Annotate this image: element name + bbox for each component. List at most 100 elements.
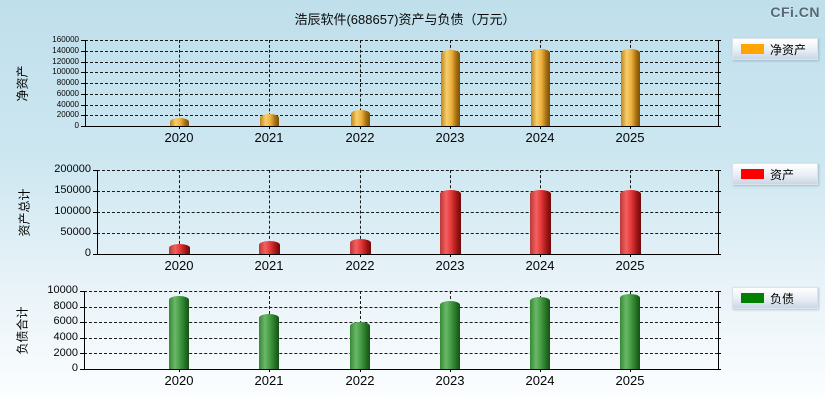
x-axis-line [85,126,719,127]
bar-2024 [529,189,551,254]
x-axis-line [84,369,719,370]
gridline-h [84,306,718,308]
x-axis-tick [179,126,180,129]
x-tick-label-2024: 2024 [525,130,555,145]
y-tick-label: 6000 [53,315,78,328]
bar-2023 [440,301,460,369]
x-tick-label-2025: 2025 [615,258,645,273]
y-axis-tick [81,126,85,127]
total-assets-chart: 0 50000 100000 150000 200000 2020 2021 2022 2023… [54,163,721,273]
x-tick-label-2023: 2023 [435,373,465,388]
gridline-h [84,353,718,355]
y-axis-tick-right [718,61,721,63]
gridline-v [179,40,180,126]
y-tick-label: 100000 [54,205,91,218]
x-axis-tick [360,254,361,257]
y-axis-tick-right [718,170,721,171]
gridline-h [84,322,718,324]
y-axis-tick [81,104,85,106]
gridline-h [97,191,718,192]
y-tick-label: 100000 [52,67,79,77]
y-axis-line-left [85,40,86,126]
x-tick-label-2021: 2021 [254,130,284,145]
bar-2022 [350,322,370,369]
x-tick-label-2022: 2022 [345,258,375,273]
bar-2021 [258,240,280,254]
x-axis-tick [179,369,180,372]
x-axis-tick [630,369,631,372]
y-axis-tick-right [718,353,721,355]
x-axis-tick [360,369,361,372]
y-axis-tick [93,170,97,171]
y-axis-tick-right [718,72,721,74]
gridline-v [360,40,361,126]
gridline-h [84,291,718,292]
y-axis-tick-right [718,104,721,106]
bar-2022 [349,239,371,254]
x-axis-tick [540,254,541,257]
x-tick-label-2022: 2022 [345,130,375,145]
bar-2020 [169,117,189,126]
net-assets-chart: 0 20000 40000 60000 80000 100000 120000 140000 1… [52,35,721,145]
y-axis-tick [93,212,97,213]
y-axis-line-left [84,291,85,369]
y-axis-tick [93,191,97,192]
y-axis-tick-right [718,233,721,234]
y-tick-label: 4000 [53,330,78,343]
y-axis-tick-right [718,369,721,370]
y-axis-tick-right [718,93,721,95]
y-axis-tick [80,353,84,355]
y-tick-label: 10000 [47,284,78,297]
y-tick-label: 120000 [52,56,79,66]
y-axis-tick [81,115,85,117]
bar-2023 [440,49,460,126]
x-axis-tick [450,126,451,129]
x-tick-label-2021: 2021 [254,373,284,388]
y-axis-tick [80,291,84,292]
y-axis-tick-right [718,40,721,41]
gridline-h [85,115,718,117]
gridline-h [85,72,718,74]
gridline-h [85,93,718,95]
y-tick-label: 160000 [52,35,79,45]
bar-2021 [259,314,279,369]
bar-2020 [168,243,190,254]
total-liabilities-chart: 0 2000 4000 6000 8000 10000 2020 2021 2022 2023 20… [47,284,721,388]
x-tick-label-2025: 2025 [615,130,645,145]
x-tick-label-2023: 2023 [435,130,465,145]
bar-2025 [620,49,640,126]
y-axis-tick [81,50,85,52]
bar-2022 [350,110,370,126]
x-tick-label-2023: 2023 [435,258,465,273]
y-axis-line-left [97,170,98,254]
x-tick-label-2024: 2024 [525,258,555,273]
gridline-h [97,233,718,234]
x-tick-label-2022: 2022 [345,373,375,388]
y-axis-tick-right [718,254,721,255]
x-axis-tick [269,254,270,257]
y-axis-tick-right [718,115,721,117]
page-title: 浩辰软件(688657)资产与负债（万元） [294,12,516,27]
gridline-v [360,170,361,254]
x-tick-label-2021: 2021 [254,258,284,273]
y-axis-tick [80,306,84,308]
legend-liabilities: 负债 [732,287,818,309]
x-axis-line [97,254,719,255]
assets-color-swatch [741,169,764,179]
gridline-h [84,337,718,339]
y-tick-label: 60000 [56,88,79,98]
gridline-h [97,212,718,213]
liabilities-color-swatch [741,293,764,303]
y-tick-label: 0 [71,362,78,375]
cfi-cn-logo: CFi.CN [770,4,820,20]
x-axis-tick [630,126,631,129]
x-axis-tick [540,126,541,129]
x-axis-tick [450,254,451,257]
y-tick-label: 0 [84,247,91,260]
y-axis-tick [93,233,97,234]
gridline-v [269,170,270,254]
y-axis-tick-right [718,212,721,213]
legend-net-assets-label: 净资产 [770,42,807,57]
y-axis-tick [81,72,85,74]
